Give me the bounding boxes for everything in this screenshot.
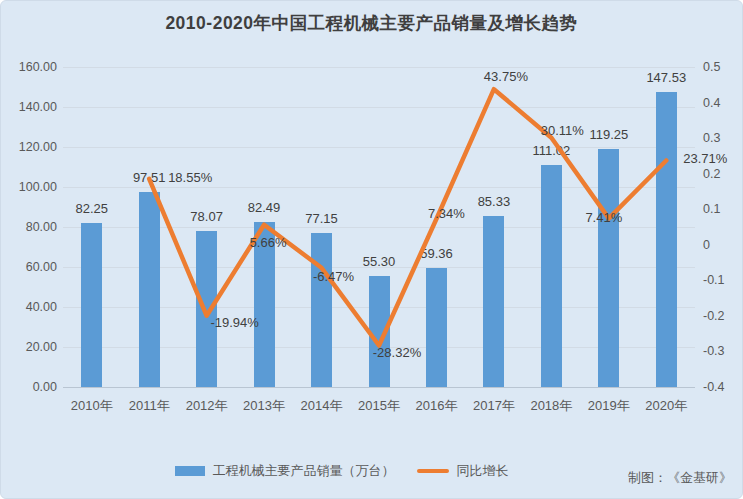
- growth-point-label: 30.11%: [525, 122, 599, 137]
- credit-text: 制图：《金基研》: [628, 469, 732, 487]
- growth-point-label: -6.47%: [297, 268, 371, 283]
- growth-point-label: -28.32%: [360, 345, 434, 360]
- growth-line-chart: [1, 1, 743, 499]
- growth-point-label: 18.55%: [153, 169, 227, 184]
- chart-legend: 工程机械主要产品销量（万台） 同比增长: [0, 462, 712, 480]
- legend-bar-label: 工程机械主要产品销量（万台）: [213, 462, 395, 480]
- growth-point-label: 7.41%: [567, 210, 641, 225]
- legend-bar-swatch-icon: [175, 466, 205, 476]
- plot-area: 0.0020.0040.0060.0080.00100.00120.00140.…: [1, 1, 742, 498]
- legend-line-label: 同比增长: [457, 462, 509, 480]
- growth-point-label: 43.75%: [469, 69, 543, 84]
- legend-line-swatch-icon: [417, 469, 449, 473]
- growth-point-label: 23.71%: [668, 151, 742, 166]
- growth-point-label: -19.94%: [198, 314, 272, 329]
- growth-point-label: 5.66%: [231, 234, 305, 249]
- growth-point-label: 7.34%: [409, 205, 483, 220]
- chart-panel: 2010-2020年中国工程机械主要产品销量及增长趋势 0.0020.0040.…: [0, 0, 743, 499]
